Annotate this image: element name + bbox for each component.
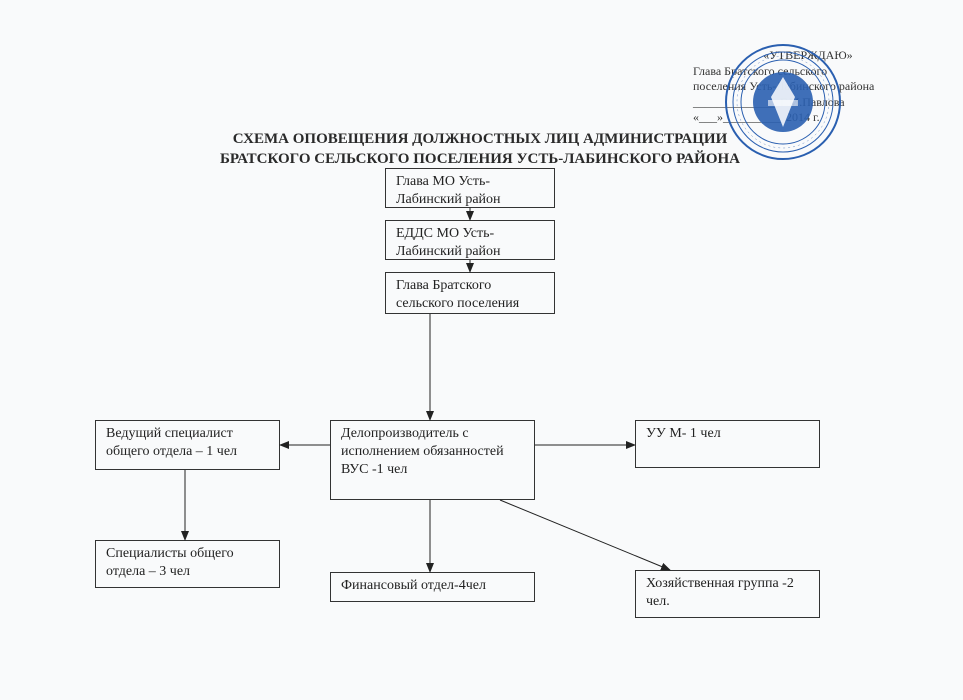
flowchart-node-n5: Ведущий специалист общего отдела – 1 чел bbox=[95, 420, 280, 470]
document-page: «УТВЕРЖДАЮ» Глава Братского сельского по… bbox=[0, 0, 963, 700]
title-line: БРАТСКОГО СЕЛЬСКОГО ПОСЕЛЕНИЯ УСТЬ-ЛАБИН… bbox=[200, 150, 760, 170]
flowchart-node-n6: УУ М- 1 чел bbox=[635, 420, 820, 468]
document-title: СХЕМА ОПОВЕЩЕНИЯ ДОЛЖНОСТНЫХ ЛИЦ АДМИНИС… bbox=[200, 130, 760, 169]
flowchart-node-n2: ЕДДС МО Усть-Лабинский район bbox=[385, 220, 555, 260]
approval-block: «УТВЕРЖДАЮ» Глава Братского сельского по… bbox=[693, 48, 923, 126]
flowchart-node-n8: Финансовый отдел-4чел bbox=[330, 572, 535, 602]
approval-line: «УТВЕРЖДАЮ» bbox=[693, 48, 923, 64]
title-line: СХЕМА ОПОВЕЩЕНИЯ ДОЛЖНОСТНЫХ ЛИЦ АДМИНИС… bbox=[200, 130, 760, 150]
flowchart-node-n4: Делопроизводитель с исполнением обязанно… bbox=[330, 420, 535, 500]
approval-line: Глава Братского сельского bbox=[693, 64, 923, 80]
flowchart-node-n3: Глава Братского сельского поселения bbox=[385, 272, 555, 314]
approval-line: поселения Усть-Лабинского района bbox=[693, 79, 923, 95]
edge-n4-n9 bbox=[500, 500, 670, 570]
approval-line: «___»__________ 2014 г. bbox=[693, 110, 923, 126]
flowchart-node-n9: Хозяйственная группа -2 чел. bbox=[635, 570, 820, 618]
flowchart-node-n1: Глава МО Усть-Лабинский район bbox=[385, 168, 555, 208]
flowchart-node-n7: Специалисты общего отдела – 3 чел bbox=[95, 540, 280, 588]
approval-line: ______________ Г.М.Павлова bbox=[693, 95, 923, 111]
